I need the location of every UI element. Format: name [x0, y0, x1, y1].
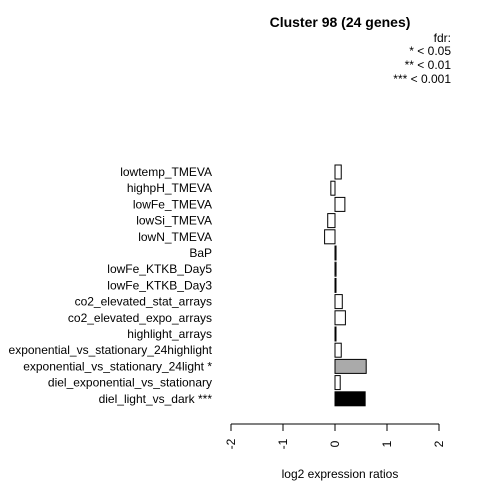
x-ticks: -2 -1 0 1 2 [224, 424, 446, 449]
bar-4 [324, 229, 336, 245]
bar-1 [330, 180, 336, 196]
category-label-11: exponential_vs_stationary_24highlight [9, 343, 213, 357]
bar-10 [334, 326, 337, 342]
bars-group [324, 164, 367, 407]
category-label-4: lowN_TMEVA [138, 230, 212, 244]
fdr-legend: fdr: * < 0.05 ** < 0.01 *** < 0.001 [393, 31, 451, 86]
category-label-1: highpH_TMEVA [127, 181, 212, 195]
bar-6 [334, 261, 337, 277]
x-tick-label-4: 2 [432, 440, 446, 447]
bar-3 [327, 213, 336, 229]
category-labels: lowtemp_TMEVA highpH_TMEVA lowFe_TMEVA lowS… [9, 165, 213, 406]
legend-entry-1: * < 0.05 [409, 44, 451, 58]
category-label-2: lowFe_TMEVA [133, 197, 212, 211]
bar-8 [334, 294, 343, 310]
bar-9 [334, 310, 346, 326]
bar-0 [334, 164, 342, 180]
bar-11 [334, 342, 342, 358]
chart-title: Cluster 98 (24 genes) [270, 14, 411, 30]
bar-14 [334, 391, 366, 407]
category-label-10: highlight_arrays [127, 327, 212, 341]
legend-entry-3: *** < 0.001 [393, 72, 451, 86]
legend-entry-2: ** < 0.01 [405, 58, 452, 72]
bar-13 [334, 375, 341, 391]
category-label-12: exponential_vs_stationary_24light * [23, 359, 212, 373]
legend-title: fdr: [434, 31, 451, 45]
x-tick-label-0: -2 [224, 438, 238, 449]
category-label-14: diel_light_vs_dark *** [99, 392, 213, 406]
category-label-6: lowFe_KTKB_Day5 [107, 262, 212, 276]
category-label-7: lowFe_KTKB_Day3 [107, 278, 212, 292]
category-label-0: lowtemp_TMEVA [120, 165, 212, 179]
category-label-8: co2_elevated_stat_arrays [75, 295, 212, 309]
x-tick-label-3: 1 [380, 440, 394, 447]
bar-5 [334, 245, 337, 261]
category-label-3: lowSi_TMEVA [136, 214, 212, 228]
category-label-5: BaP [189, 246, 212, 260]
x-axis-label: log2 expression ratios [282, 467, 399, 481]
category-label-13: diel_exponential_vs_stationary [48, 376, 212, 390]
bar-12 [334, 358, 367, 374]
x-tick-label-1: -1 [276, 438, 290, 449]
bar-2 [334, 196, 346, 212]
bar-7 [334, 277, 337, 293]
x-tick-label-2: 0 [328, 440, 342, 447]
category-label-9: co2_elevated_expo_arrays [68, 311, 212, 325]
x-axis: -2 -1 0 1 2 [224, 423, 446, 449]
